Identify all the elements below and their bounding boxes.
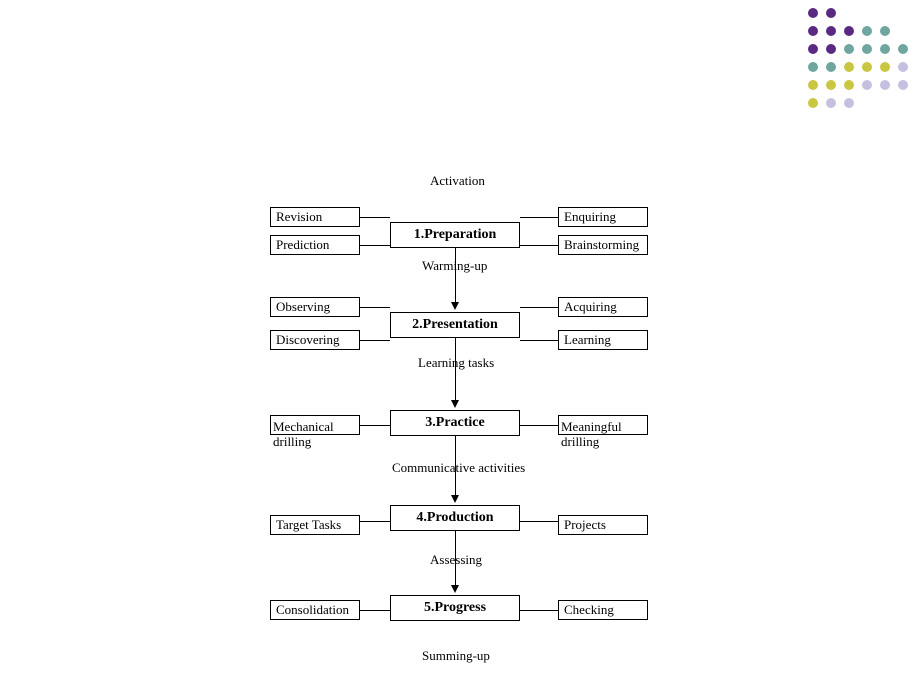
stage-2-left-0: Observing (270, 297, 360, 317)
dot (862, 98, 872, 108)
stage-3-left-label: Mechanical drilling (273, 420, 353, 450)
stage-5-left-0: Consolidation (270, 600, 360, 620)
arrow-head (451, 400, 459, 408)
stage-3-right-label: Meaningful drilling (561, 420, 641, 450)
dot (898, 44, 908, 54)
arrow-head (451, 585, 459, 593)
dot (862, 8, 872, 18)
stage-5-title: 5.Progress (424, 600, 486, 616)
arrow-shaft (455, 436, 456, 497)
stage-1-right-0: Enquiring (558, 207, 648, 227)
top-label: Activation (430, 173, 485, 189)
stage-3-box: 3.Practice (390, 410, 520, 436)
dot (880, 26, 890, 36)
arrow-shaft (455, 531, 456, 587)
arrow-shaft (455, 338, 456, 402)
dot (844, 26, 854, 36)
stage-2-title: 2.Presentation (412, 317, 498, 333)
stage-3-under: Communicative activities (392, 460, 525, 476)
stage-4-left-0: Target Tasks (270, 515, 360, 535)
stage-2-under: Learning tasks (418, 355, 494, 371)
dot (898, 80, 908, 90)
stage-1-title: 1.Preparation (414, 227, 497, 243)
stage-5-box: 5.Progress (390, 595, 520, 621)
stage-1-right-1: Brainstorming (558, 235, 648, 255)
stage-4-title: 4.Production (416, 510, 493, 526)
dot (862, 80, 872, 90)
conn (360, 217, 390, 218)
dot (826, 44, 836, 54)
dot (898, 26, 908, 36)
dot (826, 8, 836, 18)
conn (520, 307, 558, 308)
conn (360, 245, 390, 246)
dot (826, 62, 836, 72)
stage-5-right-0: Checking (558, 600, 648, 620)
conn (360, 307, 390, 308)
dot (844, 44, 854, 54)
arrow-shaft (455, 248, 456, 304)
stage-4-box: 4.Production (390, 505, 520, 531)
stage-2-box: 2.Presentation (390, 312, 520, 338)
dot (880, 62, 890, 72)
dot (808, 8, 818, 18)
dot (808, 44, 818, 54)
stage-2-right-0: Acquiring (558, 297, 648, 317)
dot (898, 8, 908, 18)
conn (520, 425, 558, 426)
conn (520, 340, 558, 341)
dot (844, 80, 854, 90)
dot (880, 80, 890, 90)
stage-2-right-1: Learning (558, 330, 648, 350)
dot (862, 62, 872, 72)
dot (808, 62, 818, 72)
conn (360, 340, 390, 341)
bottom-label: Summing-up (422, 648, 490, 664)
dot (844, 62, 854, 72)
dot (808, 26, 818, 36)
dot (826, 80, 836, 90)
conn (520, 521, 558, 522)
stage-1-box: 1.Preparation (390, 222, 520, 248)
dot (844, 8, 854, 18)
decorative-dot-grid (808, 8, 912, 112)
stage-3-title: 3.Practice (425, 415, 484, 431)
dot (826, 26, 836, 36)
arrow-head (451, 495, 459, 503)
stage-1-left-1: Prediction (270, 235, 360, 255)
conn (360, 425, 390, 426)
dot (808, 98, 818, 108)
conn (520, 610, 558, 611)
dot (862, 26, 872, 36)
conn (360, 610, 390, 611)
conn (360, 521, 390, 522)
dot (844, 98, 854, 108)
stage-2-left-1: Discovering (270, 330, 360, 350)
arrow-head (451, 302, 459, 310)
dot (862, 44, 872, 54)
dot (898, 62, 908, 72)
dot (826, 98, 836, 108)
dot (880, 44, 890, 54)
stage-1-left-0: Revision (270, 207, 360, 227)
dot (898, 98, 908, 108)
dot (880, 98, 890, 108)
conn (520, 245, 558, 246)
stage-4-right-0: Projects (558, 515, 648, 535)
dot (808, 80, 818, 90)
dot (880, 8, 890, 18)
stage-4-under: Assessing (430, 552, 482, 568)
conn (520, 217, 558, 218)
